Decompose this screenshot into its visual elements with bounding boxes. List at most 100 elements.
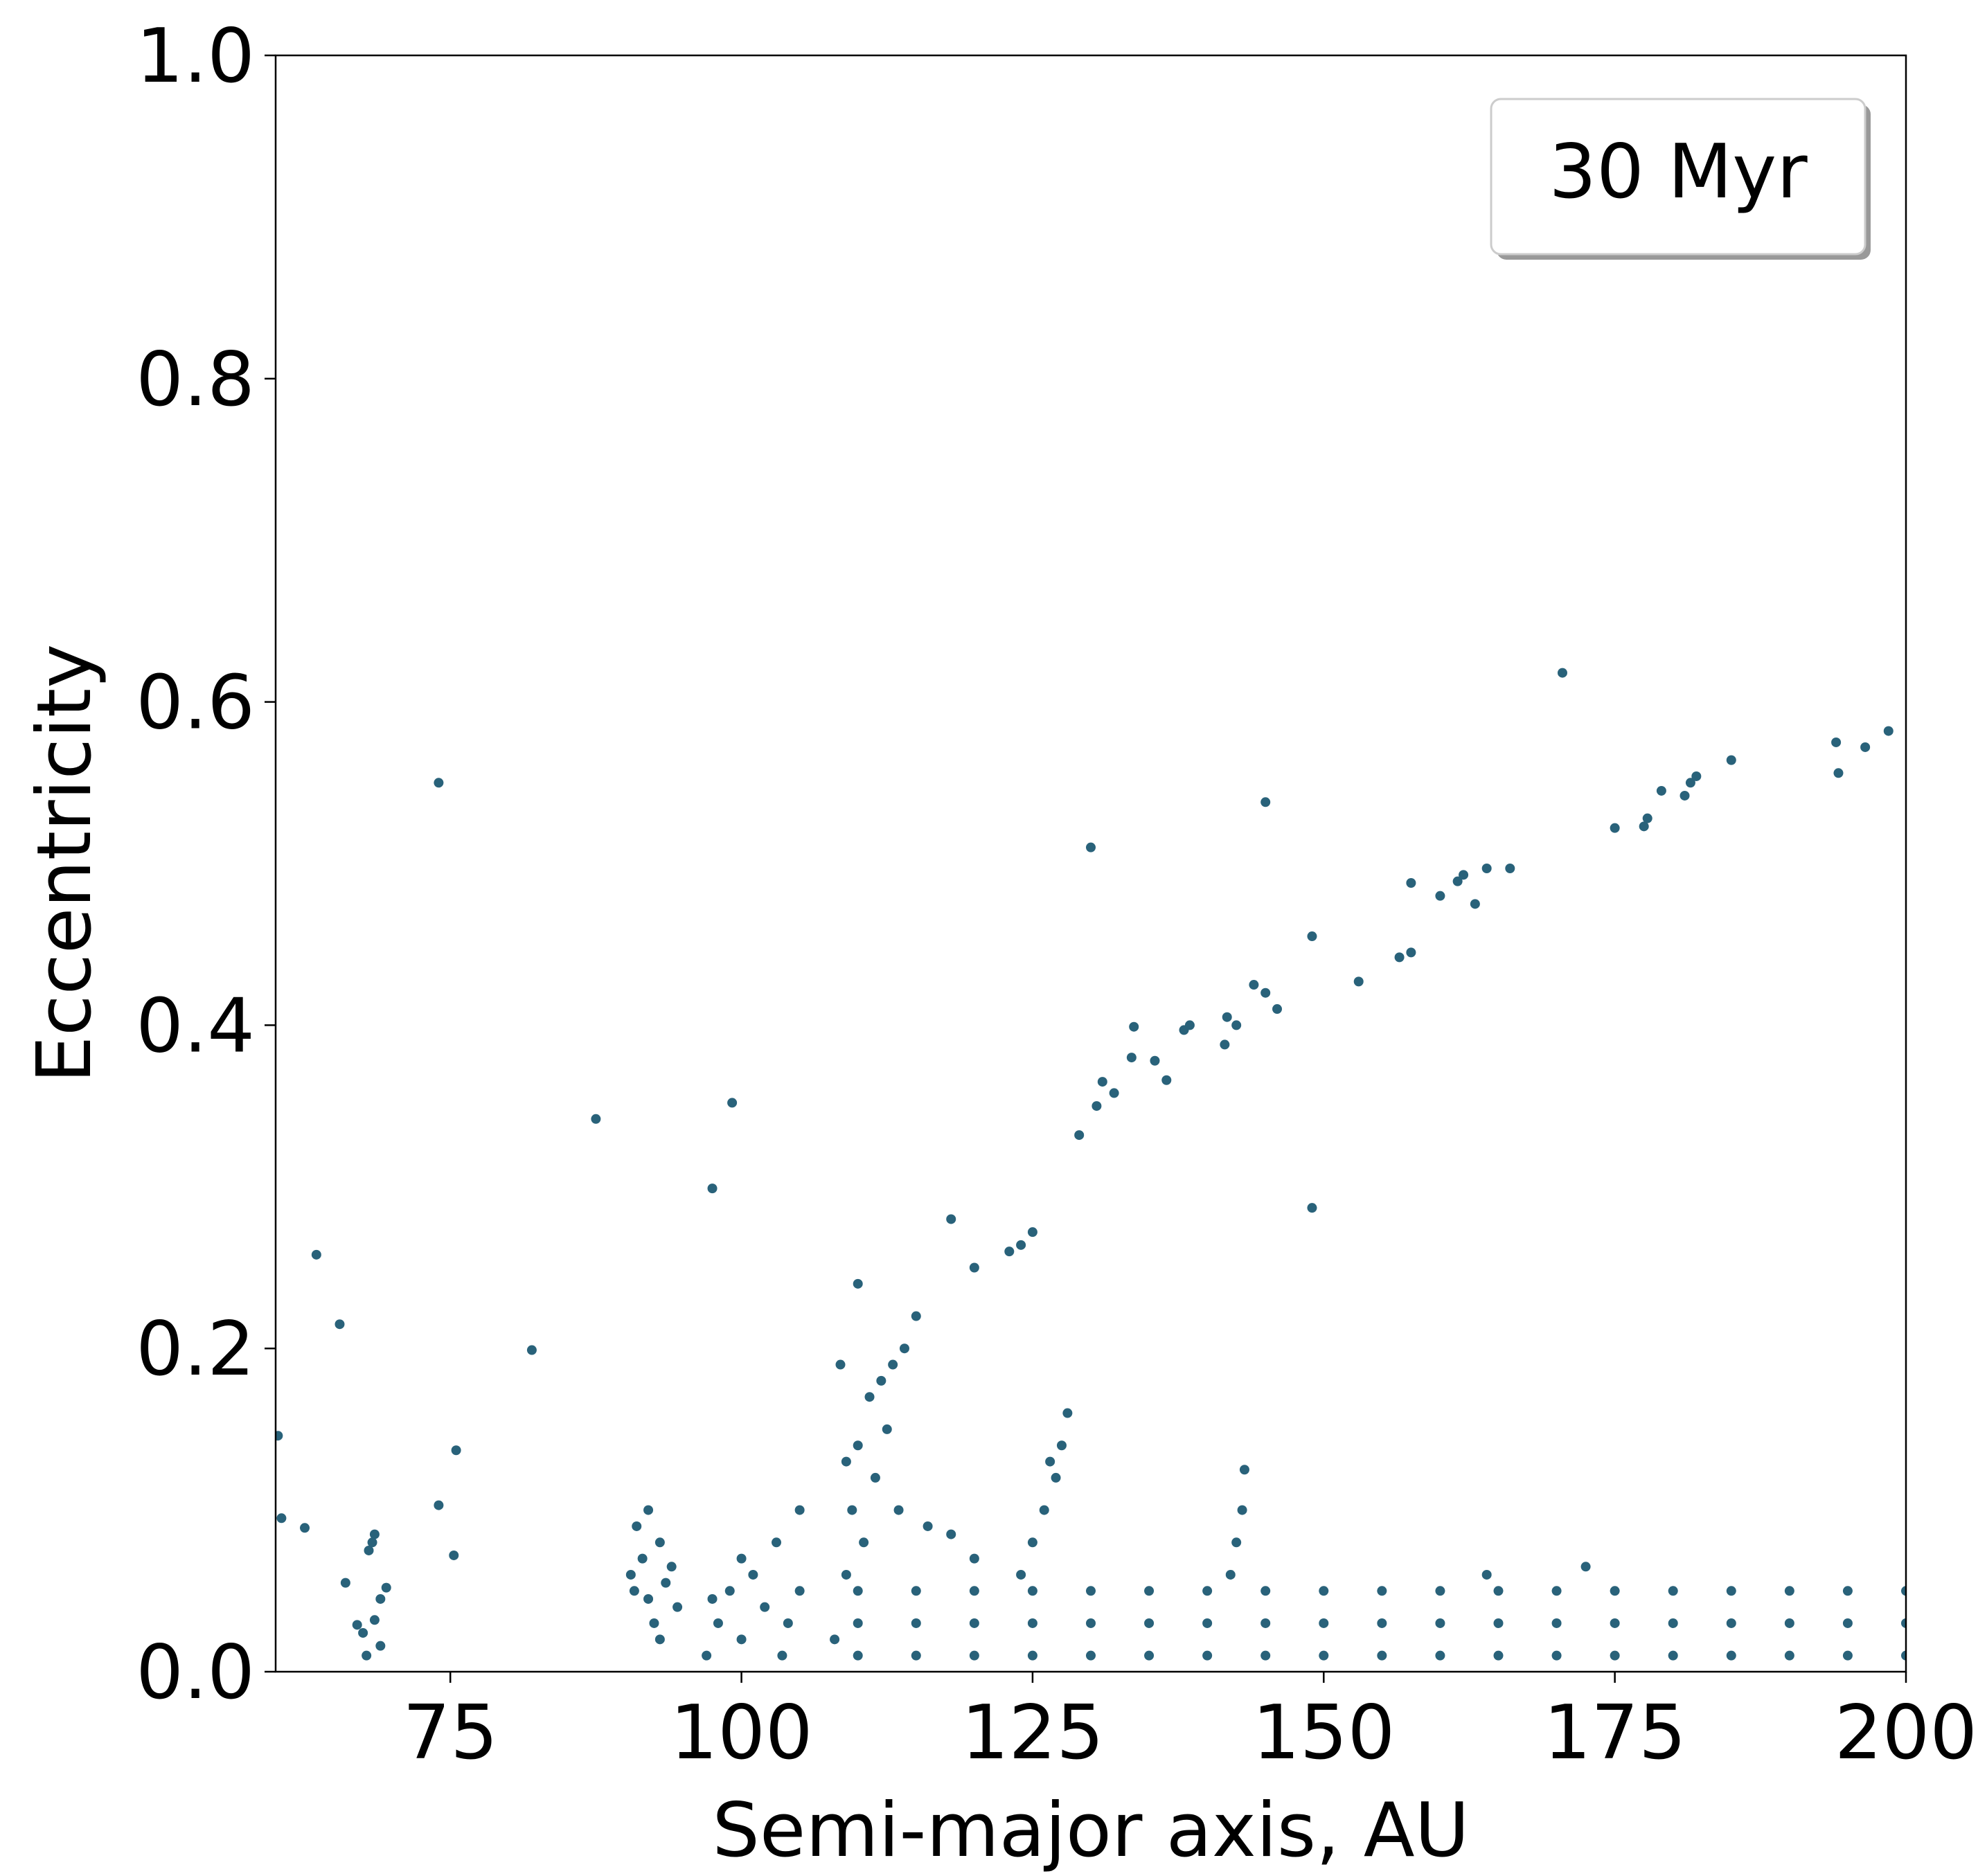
point bbox=[1883, 726, 1894, 736]
x-tick-label: 200 bbox=[1835, 1690, 1977, 1776]
point bbox=[1027, 1227, 1037, 1238]
point bbox=[911, 1618, 921, 1628]
point bbox=[1027, 1618, 1037, 1628]
point bbox=[1144, 1586, 1155, 1596]
point bbox=[1435, 1586, 1445, 1596]
point bbox=[1726, 1618, 1736, 1628]
point bbox=[352, 1620, 362, 1630]
point bbox=[1039, 1505, 1049, 1515]
point bbox=[1202, 1586, 1213, 1596]
point bbox=[375, 1593, 386, 1604]
point bbox=[1260, 988, 1271, 998]
y-tick-label: 1.0 bbox=[136, 13, 255, 100]
point bbox=[1097, 1077, 1107, 1087]
point bbox=[727, 1098, 738, 1108]
point bbox=[969, 1553, 979, 1564]
point bbox=[1202, 1650, 1213, 1661]
point bbox=[643, 1593, 654, 1604]
point bbox=[1319, 1586, 1329, 1596]
point bbox=[1377, 1618, 1387, 1628]
point bbox=[1272, 1004, 1283, 1015]
point bbox=[911, 1311, 921, 1321]
point bbox=[702, 1650, 712, 1661]
point bbox=[1726, 755, 1736, 765]
point bbox=[1668, 1650, 1678, 1661]
point bbox=[526, 1345, 537, 1355]
point bbox=[1831, 737, 1842, 747]
point bbox=[1184, 1020, 1195, 1030]
point bbox=[1074, 1130, 1085, 1141]
point bbox=[736, 1634, 747, 1645]
point bbox=[1610, 1618, 1620, 1628]
y-tick-label: 0.8 bbox=[136, 337, 255, 423]
point bbox=[1319, 1618, 1329, 1628]
point bbox=[1842, 1650, 1853, 1661]
point bbox=[1406, 947, 1416, 958]
point bbox=[1202, 1618, 1213, 1628]
point bbox=[777, 1650, 787, 1661]
point bbox=[713, 1618, 723, 1628]
point bbox=[591, 1114, 601, 1124]
point bbox=[923, 1521, 933, 1531]
point bbox=[1016, 1569, 1026, 1580]
point bbox=[969, 1262, 979, 1273]
point bbox=[888, 1359, 898, 1370]
point bbox=[1091, 1101, 1102, 1111]
x-tick-label: 75 bbox=[402, 1690, 497, 1776]
point bbox=[1642, 813, 1652, 823]
point bbox=[969, 1586, 979, 1596]
point bbox=[1377, 1650, 1387, 1661]
point bbox=[276, 1431, 283, 1441]
point bbox=[1027, 1537, 1037, 1548]
point bbox=[1493, 1650, 1504, 1661]
point bbox=[1435, 891, 1445, 901]
point bbox=[1481, 864, 1492, 874]
point bbox=[369, 1529, 380, 1539]
point bbox=[1901, 1618, 1906, 1628]
point bbox=[1726, 1586, 1736, 1596]
point bbox=[449, 1550, 459, 1560]
y-tick-label: 0.6 bbox=[136, 660, 255, 747]
point bbox=[434, 1500, 444, 1510]
point bbox=[794, 1505, 805, 1515]
point bbox=[1231, 1537, 1242, 1548]
point bbox=[1144, 1618, 1155, 1628]
point bbox=[369, 1615, 380, 1625]
point bbox=[1726, 1650, 1736, 1661]
point bbox=[1027, 1650, 1037, 1661]
point bbox=[340, 1578, 350, 1588]
point bbox=[707, 1183, 718, 1194]
point bbox=[451, 1445, 461, 1456]
x-axis-label: Semi-major axis, AU bbox=[712, 1787, 1469, 1873]
point bbox=[375, 1641, 386, 1651]
point bbox=[760, 1602, 770, 1612]
point bbox=[335, 1319, 345, 1330]
point bbox=[830, 1634, 840, 1645]
point bbox=[1784, 1650, 1794, 1661]
point bbox=[654, 1634, 665, 1645]
point bbox=[1668, 1618, 1678, 1628]
point bbox=[643, 1505, 654, 1515]
point bbox=[1470, 899, 1480, 909]
point bbox=[1319, 1650, 1329, 1661]
point bbox=[1639, 821, 1649, 832]
point bbox=[1505, 864, 1515, 874]
point bbox=[1353, 976, 1364, 987]
point bbox=[1231, 1020, 1242, 1030]
point bbox=[748, 1569, 758, 1580]
point bbox=[625, 1569, 636, 1580]
point bbox=[1051, 1472, 1061, 1483]
legend-label: 30 Myr bbox=[1549, 129, 1808, 215]
point bbox=[1656, 785, 1666, 796]
point bbox=[666, 1562, 677, 1572]
point bbox=[911, 1650, 921, 1661]
point bbox=[946, 1529, 956, 1539]
point bbox=[1377, 1586, 1387, 1596]
point bbox=[864, 1392, 875, 1402]
point bbox=[893, 1505, 904, 1515]
point bbox=[847, 1505, 857, 1515]
point bbox=[1784, 1586, 1794, 1596]
x-tick-label: 150 bbox=[1252, 1690, 1395, 1776]
point bbox=[1086, 1650, 1096, 1661]
